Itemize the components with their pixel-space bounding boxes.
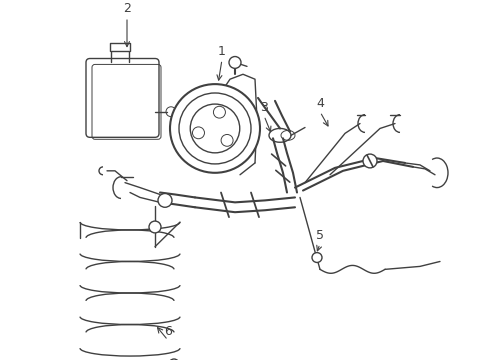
Text: 2: 2 <box>123 2 131 15</box>
Circle shape <box>362 154 376 168</box>
Circle shape <box>170 84 260 173</box>
Circle shape <box>179 93 250 164</box>
Circle shape <box>169 359 179 360</box>
Circle shape <box>311 253 321 262</box>
Text: 4: 4 <box>315 97 323 110</box>
Text: 1: 1 <box>218 45 225 58</box>
Text: 6: 6 <box>164 325 172 338</box>
Circle shape <box>221 135 233 146</box>
Circle shape <box>158 193 172 207</box>
Circle shape <box>213 106 225 118</box>
Circle shape <box>192 127 204 139</box>
Circle shape <box>149 221 161 233</box>
Text: 3: 3 <box>260 101 267 114</box>
Circle shape <box>228 57 241 68</box>
FancyBboxPatch shape <box>86 59 159 137</box>
Circle shape <box>190 104 239 153</box>
Text: 5: 5 <box>315 229 324 242</box>
